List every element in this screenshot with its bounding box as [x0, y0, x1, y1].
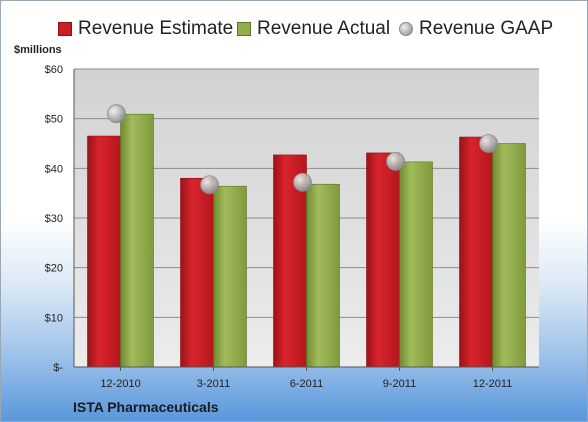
marker-revenue-gaap	[479, 134, 498, 153]
bar-revenue-estimate	[366, 152, 400, 368]
marker-revenue-gaap	[293, 172, 312, 192]
y-tick-label: $-	[53, 362, 63, 374]
x-tick-label: 9-2011	[383, 378, 416, 390]
legend-swatch-revenue-actual	[237, 22, 251, 36]
legend-item-revenue-actual: Revenue Actual	[237, 16, 390, 42]
legend-swatch-revenue-estimate	[58, 22, 72, 36]
x-tick-label: 12-2011	[473, 378, 513, 390]
x-tick-label: 6-2011	[290, 378, 323, 390]
legend-label-revenue-estimate: Revenue Estimate	[78, 18, 234, 39]
axes: $- $10 $20 $30 $40 $50 $60 12-2010 3-2011 6-2011 9…	[45, 64, 539, 390]
bar-revenue-actual	[399, 161, 433, 368]
marker-revenue-gaap	[107, 104, 126, 124]
y-tick-label: $60	[45, 64, 63, 76]
y-tick-label: $10	[45, 312, 63, 324]
legend-label-revenue-gaap: Revenue GAAP	[419, 18, 554, 39]
company-name: ISTA Pharmaceuticals	[73, 399, 219, 415]
legend: Revenue Estimate Revenue Actual Revenue …	[1, 16, 588, 42]
y-axis-units-label: $millions	[14, 44, 62, 56]
gaap-markers	[107, 104, 498, 195]
legend-item-revenue-gaap: Revenue GAAP	[399, 16, 553, 42]
bar-revenue-estimate	[180, 177, 214, 368]
bar-revenue-actual	[120, 113, 154, 368]
legend-label-revenue-actual: Revenue Actual	[257, 18, 391, 39]
legend-swatch-revenue-gaap	[399, 22, 413, 36]
legend-item-revenue-estimate: Revenue Estimate	[58, 16, 233, 42]
x-tick-label: 3-2011	[197, 378, 230, 390]
y-tick-label: $50	[45, 114, 63, 126]
y-tick-label: $20	[45, 263, 63, 275]
y-tick-label: $30	[45, 213, 63, 225]
bars	[87, 113, 526, 368]
bar-revenue-estimate	[87, 135, 121, 368]
bar-revenue-actual	[492, 143, 526, 368]
y-tick-label: $40	[45, 163, 63, 175]
bar-revenue-actual	[306, 183, 340, 368]
x-tick-label: 12-2010	[100, 378, 140, 390]
marker-revenue-gaap	[200, 175, 219, 195]
bar-revenue-estimate	[459, 136, 493, 368]
marker-revenue-gaap	[386, 151, 405, 171]
bar-revenue-actual	[213, 185, 247, 368]
